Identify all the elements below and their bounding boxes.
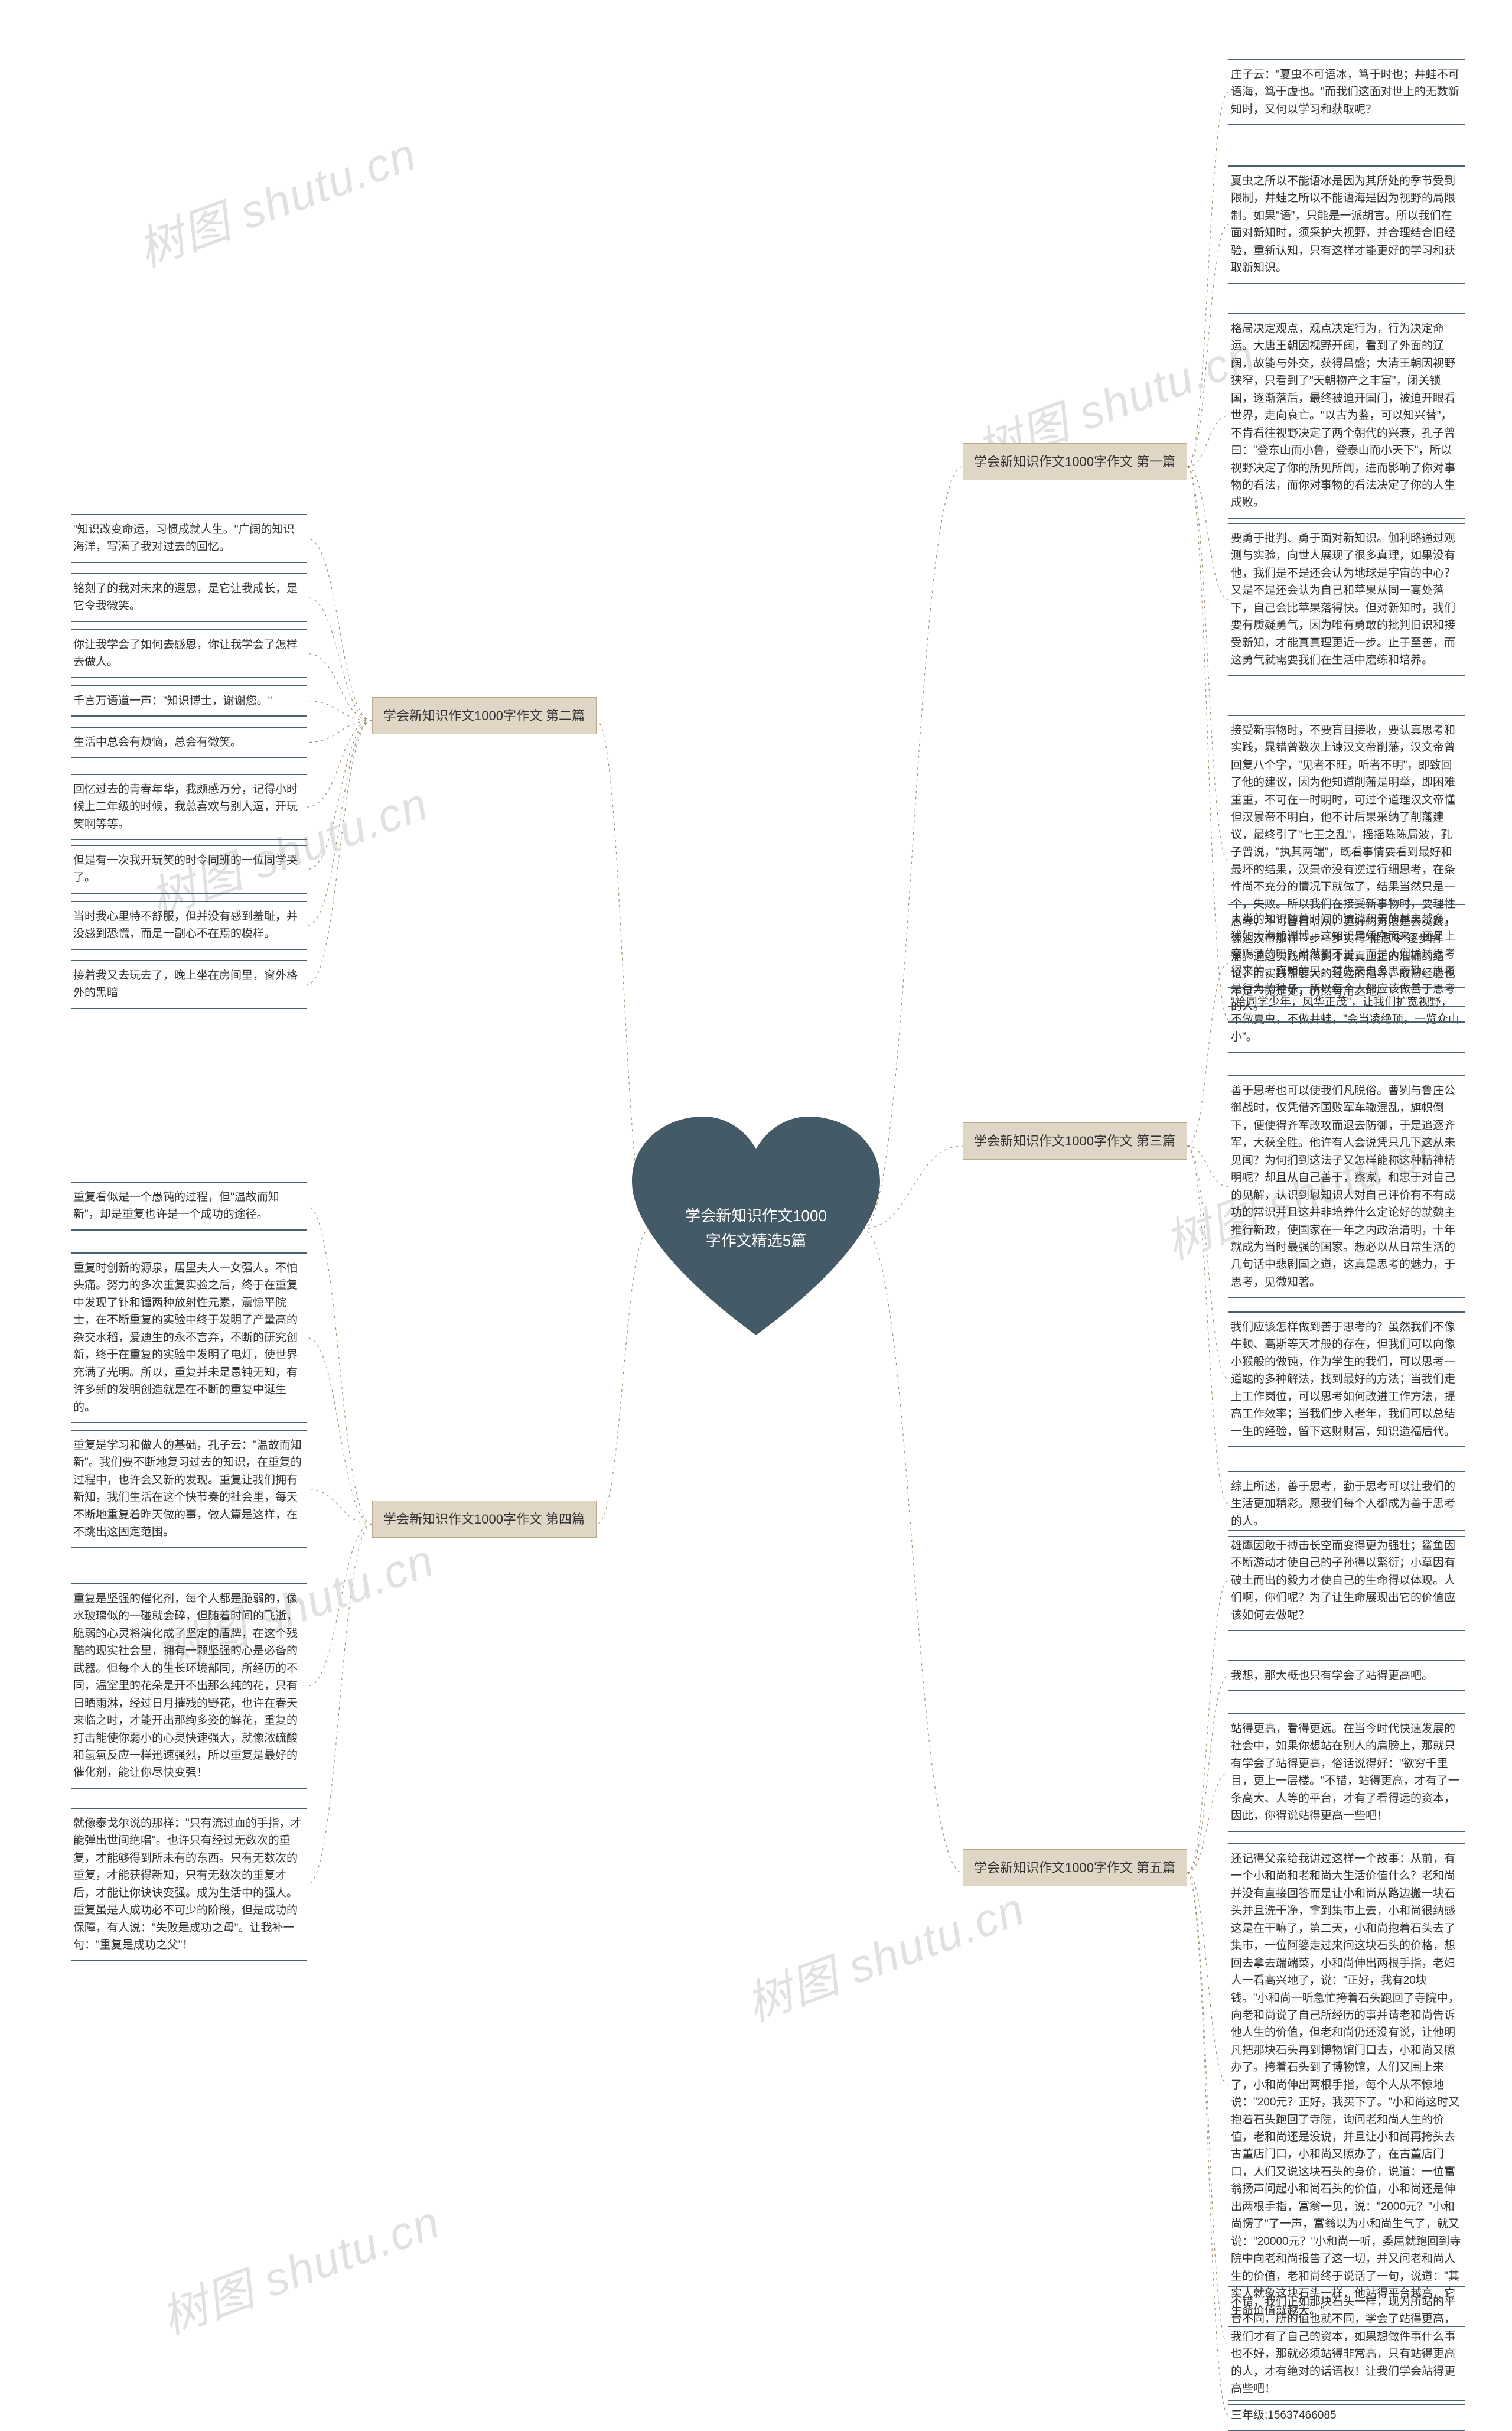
leaf-text: 重复是学习和做人的基础，孔子云："温故而知新"。我们要不断地复习过去的知识，在重… — [71, 1430, 307, 1548]
leaf-text: 格局决定观点，观点决定行为，行为决定命运。大唐王朝因视野开阔，看到了外面的辽阔，… — [1228, 313, 1465, 519]
leaf-text: 重复看似是一个愚钝的过程，但"温故而知新"，却是重复也许是一个成功的途径。 — [71, 1182, 307, 1231]
leaf-text: 综上所述，善于思考，勤于思考可以让我们的生活更加精彩。愿我们每个人都成为善于思考… — [1228, 1471, 1465, 1537]
leaf-text: 还记得父亲给我讲过这样一个故事：从前，有一个小和尚和老和尚大生活价值什么？老和尚… — [1228, 1843, 1465, 2327]
leaf-text: 我想，那大概也只有学会了站得更高吧。 — [1228, 1660, 1465, 1691]
branch-b5: 学会新知识作文1000字作文 第五篇 — [963, 1849, 1187, 1886]
leaf-text: "知识改变命运，习惯成就人生。"广阔的知识海洋，写满了我对过去的回忆。 — [71, 514, 307, 563]
leaf-text: 三年级:15637466085 — [1228, 2400, 1465, 2431]
leaf-text: 重复时创新的源泉，居里夫人一女强人。不怕头痛。努力的多次重复实验之后，终于在重复… — [71, 1252, 307, 1423]
leaf-text: 接着我又去玩去了，晚上坐在房间里，窗外格外的黑暗 — [71, 960, 307, 1009]
leaf-text: 但是有一次我开玩笑的时令同班的一位同学哭了。 — [71, 845, 307, 894]
watermark: 树图 shutu.cn — [736, 1872, 1033, 2034]
leaf-text: 夏虫之所以不能语冰是因为其所处的季节受到限制，井蛙之所以不能语海是因为视野的局限… — [1228, 165, 1465, 284]
watermark: 树图 shutu.cn — [128, 118, 425, 279]
leaf-text: 不错，我们正如那块石头一样，现为所站的平台不同，所的值也就不同，学会了站得更高，… — [1228, 2286, 1465, 2405]
leaf-text: 人类的知识随着时间的流淌积累的越来越多，犹如大海般渊博。这知识是凭空而来，还是上… — [1228, 904, 1465, 1023]
leaf-text: 雄鹰因敢于搏击长空而变得更为强壮；鲨鱼因不断游动才使自己的子孙得以繁衍；小草因有… — [1228, 1530, 1465, 1631]
center-title: 学会新知识作文1000字作文精选5篇 — [679, 1204, 833, 1253]
leaf-text: 就像泰戈尔说的那样："只有流过血的手指，才能弹出世间绝唱"。也许只有经过无数次的… — [71, 1808, 307, 1961]
branch-b1: 学会新知识作文1000字作文 第一篇 — [963, 443, 1187, 480]
leaf-text: 我们应该怎样做到善于思考的？虽然我们不像牛顿、高斯等天才般的存在，但我们可以向像… — [1228, 1311, 1465, 1447]
leaf-text: 站得更高，看得更远。在当今时代快速发展的社会中，如果你想站在别人的肩膀上，那就只… — [1228, 1713, 1465, 1832]
leaf-text: 当时我心里特不舒服，但并没有感到羞耻，并没感到恐慌，而是一副心不在焉的模样。 — [71, 901, 307, 950]
leaf-text: 铭刻了的我对未来的遐思，是它让我成长，是它令我微笑。 — [71, 573, 307, 622]
leaf-text: 重复是坚强的催化剂，每个人都是脆弱的，像水玻璃似的一碰就会碎，但随着时间的飞逝，… — [71, 1583, 307, 1789]
watermark: 树图 shutu.cn — [151, 2185, 448, 2347]
leaf-text: 庄子云："夏虫不可语冰，笃于时也；井蛙不可语海，笃于虚也。"而我们这面对世上的无… — [1228, 59, 1465, 125]
leaf-text: 回忆过去的青春年华，我颇感万分，记得小时候上二年级的时候，我总喜欢与别人逗，开玩… — [71, 774, 307, 840]
leaf-text: 千言万语道一声："知识博士，谢谢您。" — [71, 685, 307, 717]
branch-b3: 学会新知识作文1000字作文 第三篇 — [963, 1122, 1187, 1160]
leaf-text: 善于思考也可以使我们凡脱俗。曹刿与鲁庄公御战时，仅凭借齐国败军车辙混乱，旗帜倒下… — [1228, 1075, 1465, 1298]
branch-b2: 学会新知识作文1000字作文 第二篇 — [372, 697, 597, 734]
center-heart: 学会新知识作文1000字作文精选5篇 — [632, 1117, 880, 1341]
leaf-text: 要勇于批判、勇于面对新知识。伽利略通过观测与实验，向世人展现了很多真理，如果没有… — [1228, 523, 1465, 676]
leaf-text: 你让我学会了如何去感恩，你让我学会了怎样去做人。 — [71, 629, 307, 678]
branch-b4: 学会新知识作文1000字作文 第四篇 — [372, 1501, 597, 1538]
leaf-text: 生活中总会有烦恼，总会有微笑。 — [71, 727, 307, 758]
